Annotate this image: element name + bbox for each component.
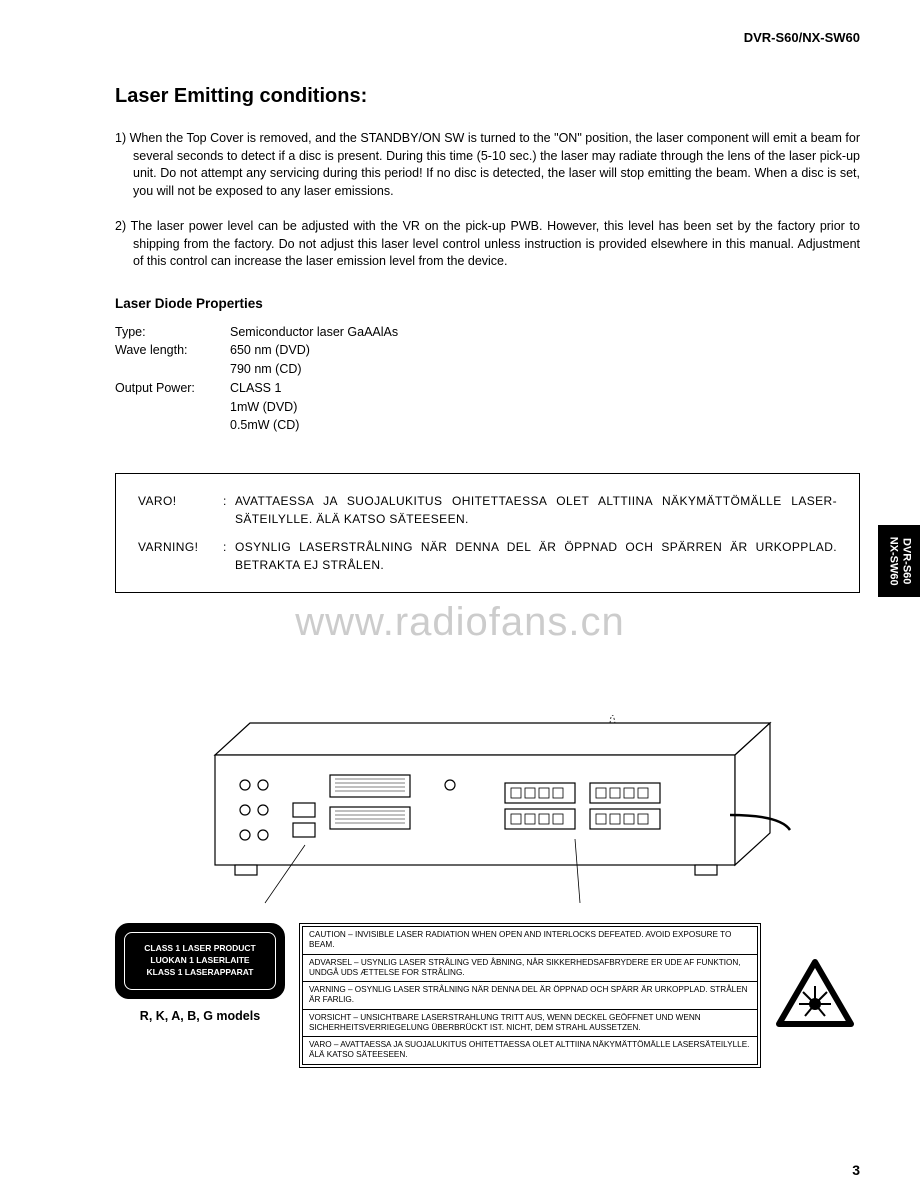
caution-line: VARO – AVATTAESSA JA SUOJALUKITUS OHITET… xyxy=(303,1037,757,1064)
caution-line: VARNING – OSYNLIG LASER STRÅLNING NÄR DE… xyxy=(303,982,757,1010)
table-row: 790 nm (CD) xyxy=(115,360,860,379)
table-row: 0.5mW (CD) xyxy=(115,416,860,435)
laser-warning-triangle-icon xyxy=(775,958,855,1030)
paragraph-2: 2) The laser power level can be adjusted… xyxy=(115,218,860,271)
caution-line: VORSICHT – UNSICHTBARE LASERSTRAHLUNG TR… xyxy=(303,1010,757,1038)
paragraph-1: 1) When the Top Cover is removed, and th… xyxy=(115,130,860,200)
warning-text: OSYNLIG LASERSTRÅLNING NÄR DENNA DEL ÄR … xyxy=(235,538,837,574)
caution-line: CAUTION – INVISIBLE LASER RADIATION WHEN… xyxy=(303,927,757,955)
page-number: 3 xyxy=(852,1162,860,1178)
warning-row: VARNING! : OSYNLIG LASERSTRÅLNING NÄR DE… xyxy=(138,538,837,574)
page-title: Laser Emitting conditions: xyxy=(115,85,860,108)
table-row: 1mW (DVD) xyxy=(115,398,860,417)
models-text: R, K, A, B, G models xyxy=(115,1009,285,1023)
table-row: Wave length:650 nm (DVD) xyxy=(115,341,860,360)
device-rear-panel-diagram xyxy=(175,715,795,905)
warning-row: VARO! : AVATTAESSA JA SUOJALUKITUS OHITE… xyxy=(138,492,837,528)
diode-heading: Laser Diode Properties xyxy=(115,296,860,311)
warning-label: VARNING! xyxy=(138,538,223,574)
header-model: DVR-S60/NX-SW60 xyxy=(115,30,860,45)
table-row: Output Power:CLASS 1 xyxy=(115,379,860,398)
side-tab: DVR-S60 NX-SW60 xyxy=(878,525,920,597)
table-row: Type:Semiconductor laser GaAAlAs xyxy=(115,323,860,342)
warning-label: VARO! xyxy=(138,492,223,528)
caution-line: ADVARSEL – USYNLIG LASER STRÅLING VED ÅB… xyxy=(303,955,757,983)
caution-multilang-box: CAUTION – INVISIBLE LASER RADIATION WHEN… xyxy=(299,923,761,1068)
warning-text: AVATTAESSA JA SUOJALUKITUS OHITETTAESSA … xyxy=(235,492,837,528)
diode-properties-table: Type:Semiconductor laser GaAAlAs Wave le… xyxy=(115,323,860,436)
device-diagram-area: CLASS 1 LASER PRODUCT LUOKAN 1 LASERLAIT… xyxy=(115,715,855,1068)
class1-laser-label: CLASS 1 LASER PRODUCT LUOKAN 1 LASERLAIT… xyxy=(115,923,285,999)
warning-box: VARO! : AVATTAESSA JA SUOJALUKITUS OHITE… xyxy=(115,473,860,593)
